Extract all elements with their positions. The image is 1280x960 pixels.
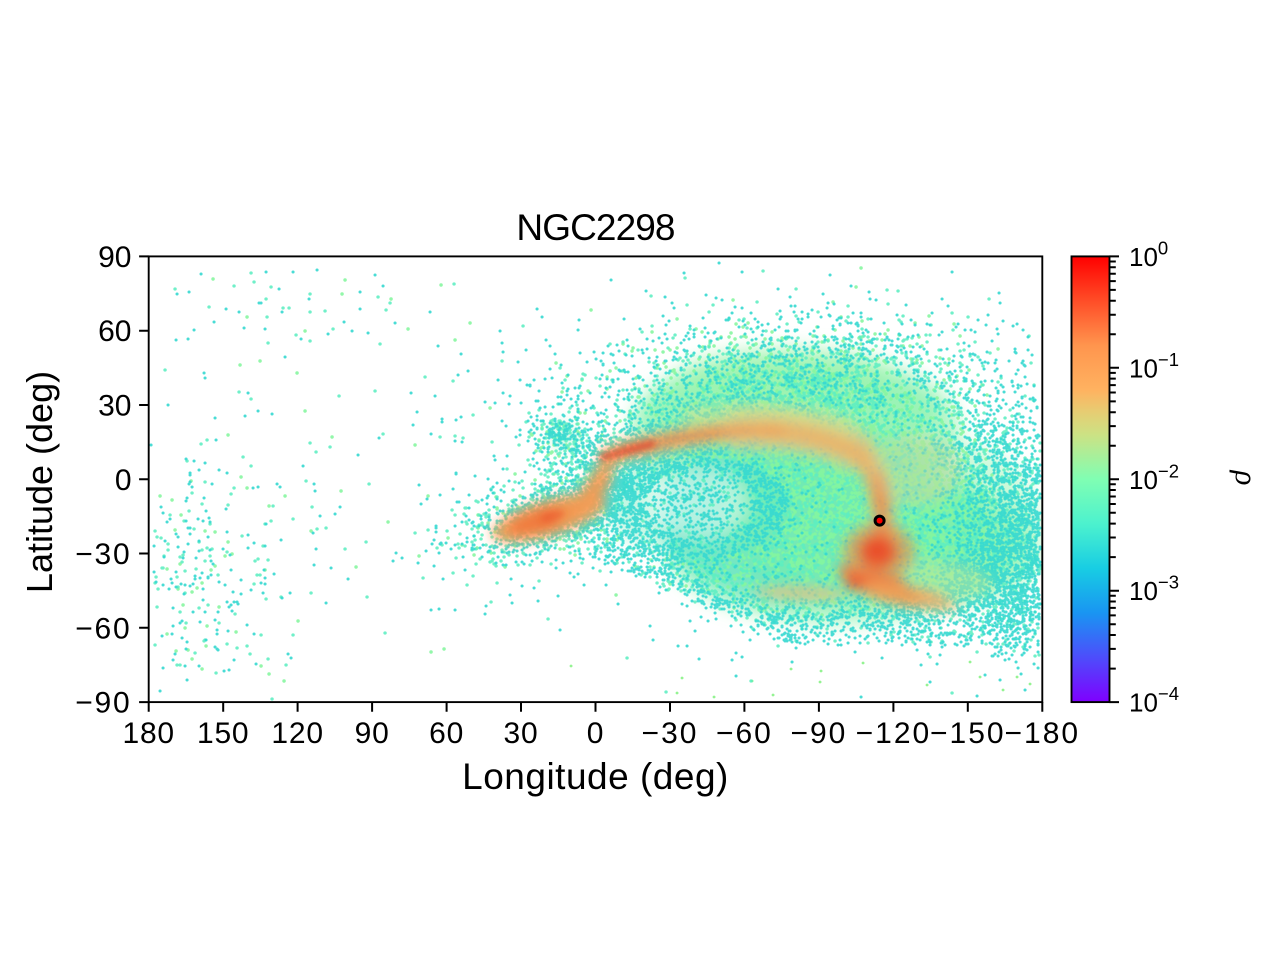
svg-text:NGC2298: NGC2298: [516, 207, 674, 248]
svg-text:60: 60: [98, 315, 131, 348]
svg-text:30: 30: [504, 717, 539, 750]
svg-text:−120: −120: [856, 717, 932, 750]
svg-text:−60: −60: [75, 612, 131, 645]
svg-text:180: 180: [122, 717, 174, 750]
svg-text:120: 120: [271, 717, 323, 750]
svg-text:90: 90: [98, 241, 131, 274]
svg-text:0: 0: [115, 464, 132, 497]
svg-text:−90: −90: [790, 717, 847, 750]
svg-text:0: 0: [587, 717, 605, 750]
svg-text:90: 90: [355, 717, 390, 750]
svg-text:−180: −180: [1005, 717, 1081, 750]
svg-text:ρ: ρ: [1229, 470, 1264, 486]
svg-text:−60: −60: [716, 717, 773, 750]
svg-text:−30: −30: [75, 538, 131, 571]
svg-text:−30: −30: [642, 717, 699, 750]
svg-text:150: 150: [197, 717, 249, 750]
svg-text:−150: −150: [930, 717, 1006, 750]
svg-text:30: 30: [98, 390, 131, 423]
svg-text:Longitude (deg): Longitude (deg): [462, 756, 729, 797]
svg-text:60: 60: [429, 717, 464, 750]
svg-text:Latitude (deg): Latitude (deg): [19, 371, 60, 593]
svg-text:−90: −90: [75, 687, 131, 720]
